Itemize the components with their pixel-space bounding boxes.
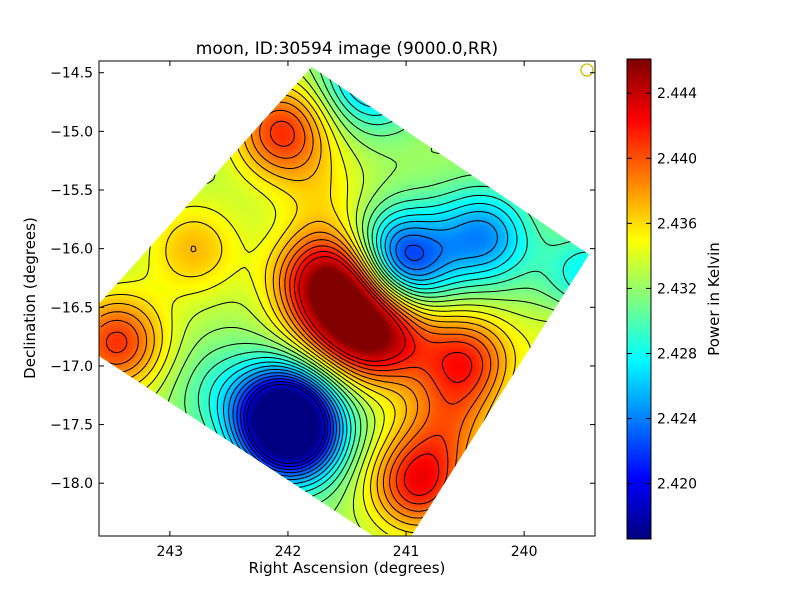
colorbar-tick-label: 2.436 (657, 216, 697, 232)
y-axis-label: Declination (degrees) (21, 217, 39, 379)
x-tick-label: 240 (511, 544, 538, 560)
y-tick-label: −17.0 (50, 359, 93, 375)
y-tick-label: −17.5 (50, 418, 93, 434)
contour-line (243, 381, 329, 467)
colorbar-gradient (627, 59, 651, 539)
contour-line (293, 250, 473, 496)
contour-line (228, 220, 498, 481)
contour-line (246, 383, 326, 465)
y-axis: −14.5 −15.0 −15.5 −16.0 −16.5 −17.0 −17.5 −18.0 (50, 66, 595, 492)
x-tick-label: 242 (275, 544, 302, 560)
contour-line (105, 120, 484, 505)
colorbar-tick-label: 2.424 (657, 412, 697, 428)
colorbar-tick-label: 2.420 (657, 477, 697, 493)
colorbar-tick-label: 2.440 (657, 151, 697, 167)
colorbar-frame (626, 58, 652, 540)
y-tick-label: −16.5 (50, 300, 93, 316)
y-tick-label: −15.5 (50, 183, 93, 199)
y-tick-label: −16.0 (50, 242, 93, 258)
x-axis: 243 242 241 240 (156, 61, 538, 560)
beam-marker (580, 63, 594, 77)
y-tick-label: −15.0 (50, 124, 93, 140)
plot-title: moon, ID:30594 image (9000.0,RR) (196, 39, 498, 59)
colorbar-tick-label: 2.428 (657, 347, 697, 363)
contour-line (216, 66, 590, 489)
x-tick-label: 243 (156, 544, 183, 560)
colorbar-tick-label: 2.444 (657, 86, 697, 102)
colorbar-label: Power in Kelvin (705, 242, 723, 356)
contour-line (240, 378, 332, 470)
colorbar-tick-label: 2.432 (657, 281, 697, 297)
y-tick-label: −14.5 (50, 66, 93, 82)
colorbar: 2.420 2.424 2.428 2.432 2.436 2.440 2.444 Powe… (626, 58, 723, 540)
heatmap-layer (99, 66, 590, 536)
axes-frame (98, 60, 596, 537)
contour-line (236, 244, 425, 474)
colorbar-ticks: 2.420 2.424 2.428 2.432 2.436 2.440 2.444 (627, 86, 697, 493)
x-tick-label: 241 (393, 544, 420, 560)
y-tick-label: −18.0 (50, 476, 93, 492)
contour-line (298, 256, 406, 362)
x-axis-label: Right Ascension (degrees) (249, 559, 446, 577)
heatmap-image (99, 66, 590, 536)
